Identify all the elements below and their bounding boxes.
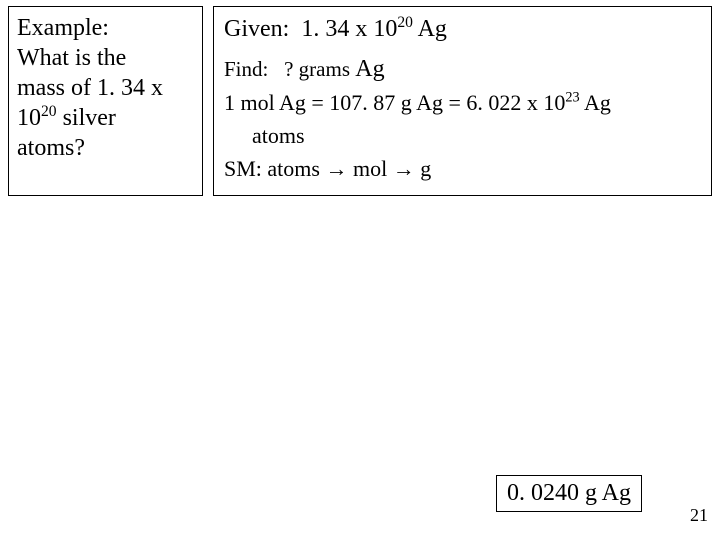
given-exp: 20 bbox=[397, 14, 413, 31]
example-line1: What is the bbox=[17, 43, 194, 73]
sm-label: SM: bbox=[224, 156, 262, 181]
find-line: Find: ? grams Ag bbox=[224, 53, 701, 87]
example-exp: 20 bbox=[41, 103, 57, 120]
top-row: Example: What is the mass of 1. 34 x 102… bbox=[0, 0, 720, 196]
rel-b: Ag bbox=[580, 90, 611, 115]
given-label: Given: bbox=[224, 16, 289, 42]
solution-map: SM: atoms → mol → g bbox=[224, 154, 701, 185]
arrow-icon-2: → bbox=[393, 156, 415, 181]
page-number: 21 bbox=[690, 505, 708, 526]
example-heading: Example: bbox=[17, 13, 194, 43]
example-l2c: silver bbox=[57, 105, 116, 131]
sm-c: g bbox=[415, 156, 432, 181]
example-l2b: 10 bbox=[17, 105, 41, 131]
arrow-icon: → bbox=[325, 156, 347, 181]
relation-line1: 1 mol Ag = 107. 87 g Ag = 6. 022 x 1023 … bbox=[224, 88, 701, 119]
example-line4: atoms? bbox=[17, 133, 194, 163]
example-box: Example: What is the mass of 1. 34 x 102… bbox=[8, 6, 203, 196]
sm-b: mol bbox=[347, 156, 392, 181]
rel-a: 1 mol Ag = 107. 87 g Ag = 6. 022 x 10 bbox=[224, 90, 565, 115]
answer-text: 0. 0240 g Ag bbox=[507, 480, 631, 506]
relation-line2: atoms bbox=[224, 121, 701, 152]
given-value-a: 1. 34 x 10 bbox=[301, 16, 397, 42]
example-l2a: mass of 1. 34 x bbox=[17, 75, 163, 101]
given-value-b: Ag bbox=[413, 16, 447, 42]
rel-exp: 23 bbox=[565, 90, 579, 106]
answer-box: 0. 0240 g Ag bbox=[496, 475, 642, 512]
given-line: Given: 1. 34 x 1020 Ag bbox=[224, 13, 701, 47]
example-line3: 1020 silver bbox=[17, 103, 194, 133]
example-line2: mass of 1. 34 x bbox=[17, 73, 194, 103]
work-box: Given: 1. 34 x 1020 Ag Find: ? grams Ag … bbox=[213, 6, 712, 196]
find-ag: Ag bbox=[355, 56, 384, 82]
find-label: Find: bbox=[224, 57, 268, 81]
find-value: ? grams bbox=[284, 57, 355, 81]
sm-a: atoms bbox=[267, 156, 325, 181]
